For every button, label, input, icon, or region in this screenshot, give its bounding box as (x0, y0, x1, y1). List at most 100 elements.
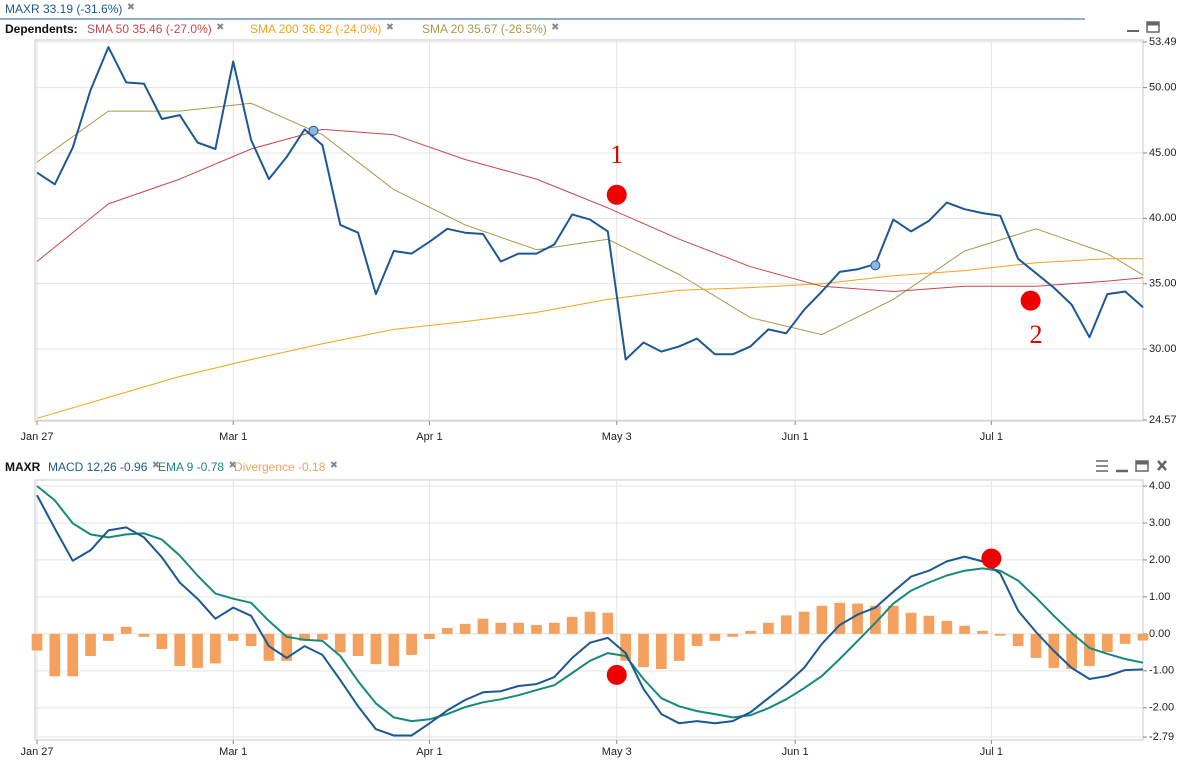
series-line (36, 494, 1144, 737)
divergence-bar (834, 602, 846, 634)
divergence-bar (477, 618, 489, 634)
dependents-label: Dependents: (5, 22, 78, 36)
divergence-bar (1030, 633, 1042, 658)
event-marker (308, 125, 319, 136)
legend-entry: Divergence -0.18 (234, 460, 326, 474)
divergence-bar (245, 633, 257, 647)
y-tick-label: 2.00 (1149, 554, 1170, 566)
x-tick-label: May 3 (602, 431, 632, 443)
divergence-bar (673, 633, 685, 661)
panel-controls-bottom[interactable] (1096, 460, 1167, 473)
divergence-bar (210, 633, 221, 664)
panel-controls-top[interactable] (1127, 21, 1160, 33)
x-tick-label: Apr 1 (416, 746, 442, 758)
y-tick-label: 1.00 (1149, 591, 1170, 603)
y-tick-label: 40.00 (1149, 212, 1177, 224)
close-icon[interactable] (217, 23, 224, 30)
divergence-bar (548, 622, 560, 634)
y-tick-label: 4.00 (1149, 480, 1170, 492)
divergence-bar (156, 633, 168, 650)
x-tick-label: Apr 1 (416, 431, 442, 443)
y-tick-label: 3.00 (1149, 517, 1170, 529)
divergence-bar (763, 622, 774, 634)
divergence-bar (923, 615, 935, 634)
divergence-bar (941, 620, 953, 634)
plot-frame (34, 479, 1144, 741)
legend-entry: MACD 12,26 -0.96 (48, 460, 148, 474)
series-line (36, 485, 1144, 723)
legend-entry: MAXR 33.19 (-31.6%) (5, 2, 122, 16)
divergence-bar (584, 611, 596, 634)
annotation: 1 (610, 140, 623, 169)
highlight-dot (606, 664, 627, 685)
divergence-bar (49, 633, 61, 677)
y-tick-label: -1.00 (1149, 665, 1174, 677)
event-marker (870, 260, 881, 271)
y-tick-label: 53.49 (1149, 36, 1177, 48)
highlight-dot (606, 184, 627, 205)
macd-symbol: MAXR (5, 460, 41, 474)
legend-entry: SMA 200 36.92 (-24.0%) (250, 22, 381, 36)
series-line (36, 46, 1144, 361)
divergence-bar (602, 612, 614, 634)
divergence-bar (459, 623, 471, 634)
x-tick-label: Jun 1 (782, 746, 809, 758)
close-stroke (386, 23, 394, 30)
divergence-bar (1012, 633, 1024, 647)
series-line (36, 102, 1144, 336)
divergence-bar (531, 624, 542, 634)
divergence-bar (424, 633, 435, 640)
y-tick-label: 0.00 (1149, 628, 1170, 640)
divergence-bar (299, 633, 310, 641)
close-icon[interactable] (127, 3, 135, 10)
divergence-bar (192, 633, 203, 668)
x-tick-label: Jan 27 (20, 431, 53, 443)
divergence-bar (227, 633, 239, 641)
divergence-bar (406, 633, 417, 655)
divergence-bar (138, 633, 150, 637)
divergence-bar (905, 612, 917, 634)
divergence-bar (1101, 633, 1113, 652)
divergence-bar (638, 633, 649, 668)
divergence-bar (977, 630, 988, 634)
divergence-bar (174, 633, 186, 667)
close-icon[interactable] (386, 23, 394, 30)
highlight-dot (981, 548, 1002, 569)
divergence-bar (798, 611, 810, 634)
divergence-bar (31, 633, 43, 651)
divergence-bar (620, 633, 632, 661)
divergence-bar (317, 633, 328, 640)
y-tick-label: 24.57 (1149, 414, 1177, 426)
close-icon[interactable] (229, 461, 236, 468)
x-tick-label: Jul 1 (980, 746, 1003, 758)
close-stroke (229, 461, 236, 468)
annotation: 2 (1029, 320, 1042, 349)
divergence-bar (959, 625, 970, 634)
close-icon[interactable] (152, 461, 160, 468)
divergence-bar (441, 627, 453, 634)
x-tick-label: Jan 27 (20, 746, 53, 758)
divergence-bar (513, 622, 524, 634)
divergence-bar (1137, 633, 1149, 641)
divergence-bar (780, 615, 792, 634)
y-tick-label: 50.00 (1149, 82, 1177, 94)
divergence-bar (566, 616, 578, 634)
divergence-bar (120, 626, 132, 634)
y-tick-label: 35.00 (1149, 278, 1177, 290)
legend-entry: EMA 9 -0.78 (158, 460, 224, 474)
divergence-bar (727, 633, 739, 637)
close-stroke (127, 3, 135, 10)
divergence-bar (334, 633, 346, 653)
divergence-bar (263, 633, 275, 661)
divergence-bar (103, 633, 114, 641)
divergence-bar (745, 630, 756, 634)
series-line (36, 128, 1144, 292)
close-icon[interactable] (552, 23, 559, 30)
divergence-bar (352, 633, 364, 657)
divergence-bar (691, 633, 703, 647)
divergence-bar (67, 633, 79, 677)
divergence-bar (281, 633, 293, 661)
close-icon[interactable] (330, 461, 338, 468)
divergence-bar (816, 605, 828, 634)
